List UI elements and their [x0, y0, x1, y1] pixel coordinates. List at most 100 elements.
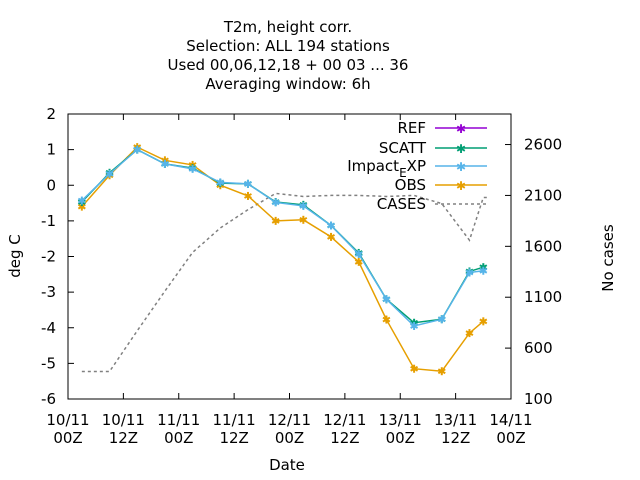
x-tick-label-7: 13/11: [434, 411, 477, 429]
marker-dot: [245, 193, 251, 199]
y2-tick-label-1: 2100: [524, 186, 562, 204]
legend-marker-obs: ✱: [456, 179, 466, 193]
series-point-impact-exp-14: [465, 268, 474, 277]
marker-dot: [273, 200, 278, 205]
y2-tick-label-3: 1100: [524, 288, 562, 306]
x-tick-label-4: 12/11: [268, 411, 311, 429]
y2-axis-label: No cases: [599, 224, 617, 292]
legend-label-ref: REF: [397, 119, 426, 137]
x-tick-label-5: 12/11: [323, 411, 366, 429]
series-point-impact-exp-8: [299, 201, 308, 210]
marker-dot: [356, 251, 361, 257]
series-point-impact-exp-10: [354, 250, 363, 259]
axis-ticks: 10/1100Z10/1112Z11/1100Z11/1112Z12/1100Z…: [41, 105, 562, 447]
x-tick-label-0: 10/11: [46, 411, 89, 429]
y2-tick-label-0: 2600: [524, 136, 562, 154]
y-tick-label-7: -5: [41, 354, 56, 372]
marker-dot: [328, 234, 334, 240]
marker-dot: [301, 217, 306, 223]
marker-dot: [190, 166, 195, 172]
series-line-cases: [81, 192, 488, 373]
x-tick-label-2-0: 00Z: [53, 429, 82, 447]
chart-title: T2m, height corr. Selection: ALL 194 sta…: [168, 18, 409, 93]
title-line-4: Averaging window: 6h: [205, 75, 370, 93]
series-line-obs: [81, 146, 484, 372]
series-layer: [77, 143, 488, 376]
title-line-1: T2m, height corr.: [223, 18, 352, 36]
y-tick-label-0: 2: [46, 105, 56, 123]
x-axis-label: Date: [269, 456, 305, 474]
x-tick-label-2-3: 12Z: [219, 429, 248, 447]
marker-dot: [218, 180, 223, 185]
series-point-impact-exp-12: [410, 321, 419, 330]
marker-dot: [411, 366, 417, 371]
y-axis-label: deg C: [6, 234, 24, 278]
series-point-impact-exp-15: [479, 266, 488, 275]
x-tick-label-6: 13/11: [379, 411, 422, 429]
x-tick-label-2-7: 12Z: [441, 429, 470, 447]
series-point-impact-exp-2: [133, 145, 142, 154]
x-tick-label-2-2: 00Z: [164, 429, 193, 447]
series-point-obs-12: [410, 364, 419, 373]
x-tick-label-2-4: 00Z: [275, 429, 304, 447]
series-point-obs-15: [479, 317, 488, 326]
series-point-obs-14: [465, 329, 474, 338]
marker-dot: [162, 161, 168, 167]
title-line-3: Used 00,06,12,18 + 00 03 ... 36: [168, 56, 409, 74]
series-point-obs-9: [327, 232, 335, 241]
x-tick-label-2-5: 12Z: [330, 429, 359, 447]
legend-label-obs: OBS: [395, 176, 426, 194]
legend-label-cases: CASES: [377, 195, 426, 213]
x-tick-label-8: 14/11: [489, 411, 532, 429]
legend: REF ✱ SCATT ✱ ImpactEXP ✱ OBS ✱ CASES: [347, 119, 487, 213]
series-point-impact-exp-1: [105, 169, 114, 178]
marker-dot: [467, 270, 472, 275]
x-tick-label-2-1: 12Z: [109, 429, 138, 447]
legend-marker-ref: ✱: [456, 122, 466, 136]
marker-dot: [79, 204, 85, 209]
series-point-obs-11: [382, 315, 391, 324]
legend-marker-scatt: ✱: [456, 142, 466, 156]
series-point-impact-exp-7: [271, 198, 280, 207]
x-tick-label-1: 10/11: [102, 411, 145, 429]
x-tick-label-2: 11/11: [157, 411, 200, 429]
marker-dot: [356, 259, 361, 265]
series-point-obs-13: [437, 367, 446, 376]
legend-impact-sub: E: [399, 166, 407, 180]
marker-dot: [411, 323, 417, 329]
legend-impact-end: XP: [407, 157, 426, 175]
y-tick-label-8: -6: [41, 390, 56, 408]
series-point-obs-10: [354, 257, 363, 266]
legend-marker-impact: ✱: [456, 160, 466, 174]
legend-impact-main: Impact: [347, 157, 399, 175]
series-point-obs-0: [77, 202, 86, 211]
marker-dot: [384, 297, 389, 302]
series-point-impact-exp-4: [188, 164, 197, 173]
marker-dot: [107, 171, 112, 177]
series-point-impact-exp-0: [77, 196, 86, 205]
marker-dot: [328, 223, 334, 228]
series-point-impact-exp-6: [244, 179, 252, 188]
series-point-obs-7: [271, 216, 280, 225]
y2-tick-label-4: 600: [524, 339, 553, 357]
y-tick-label-3: -1: [41, 212, 56, 230]
y-tick-label-5: -3: [41, 283, 56, 301]
y-tick-label-1: 1: [46, 141, 56, 159]
y-tick-label-6: -4: [41, 319, 56, 337]
marker-dot: [301, 203, 306, 209]
series-point-impact-exp-5: [216, 178, 225, 187]
marker-dot: [79, 198, 85, 203]
series-line-impact-exp: [81, 148, 484, 327]
x-tick-label-2-6: 00Z: [386, 429, 415, 447]
marker-dot: [467, 330, 472, 336]
y2-tick-label-2: 1600: [524, 237, 562, 255]
series-point-impact-exp-3: [160, 159, 169, 168]
x-tick-label-2-8: 00Z: [496, 429, 525, 447]
y-tick-label-4: -2: [41, 248, 56, 266]
marker-dot: [439, 317, 444, 322]
legend-label-scatt: SCATT: [379, 139, 427, 157]
marker-dot: [481, 319, 486, 324]
series-point-obs-6: [244, 191, 252, 200]
y-tick-label-2: 0: [46, 176, 56, 194]
